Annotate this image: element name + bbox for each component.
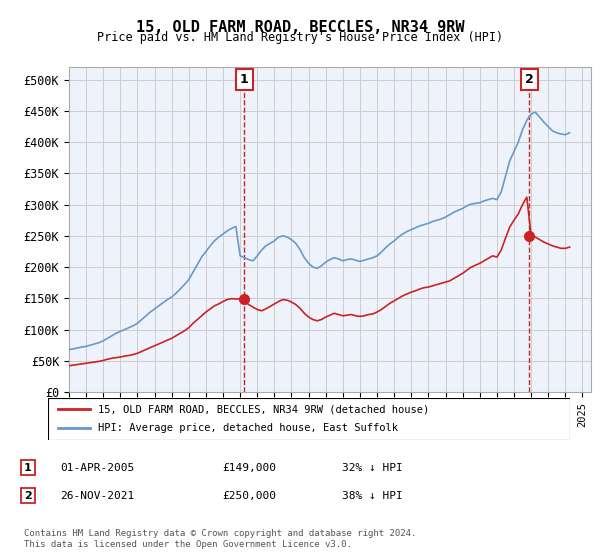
Text: 32% ↓ HPI: 32% ↓ HPI (342, 463, 403, 473)
Text: 15, OLD FARM ROAD, BECCLES, NR34 9RW: 15, OLD FARM ROAD, BECCLES, NR34 9RW (136, 20, 464, 35)
Text: £149,000: £149,000 (222, 463, 276, 473)
Text: 1: 1 (240, 73, 249, 86)
Text: 1: 1 (24, 463, 32, 473)
Text: 26-NOV-2021: 26-NOV-2021 (60, 491, 134, 501)
Text: Price paid vs. HM Land Registry's House Price Index (HPI): Price paid vs. HM Land Registry's House … (97, 31, 503, 44)
Text: £250,000: £250,000 (222, 491, 276, 501)
Text: 01-APR-2005: 01-APR-2005 (60, 463, 134, 473)
Text: 2: 2 (525, 73, 534, 86)
Text: HPI: Average price, detached house, East Suffolk: HPI: Average price, detached house, East… (98, 423, 398, 433)
Text: Contains HM Land Registry data © Crown copyright and database right 2024.
This d: Contains HM Land Registry data © Crown c… (24, 529, 416, 549)
Text: 2: 2 (24, 491, 32, 501)
Text: 38% ↓ HPI: 38% ↓ HPI (342, 491, 403, 501)
FancyBboxPatch shape (48, 398, 570, 440)
Text: 15, OLD FARM ROAD, BECCLES, NR34 9RW (detached house): 15, OLD FARM ROAD, BECCLES, NR34 9RW (de… (98, 404, 429, 414)
